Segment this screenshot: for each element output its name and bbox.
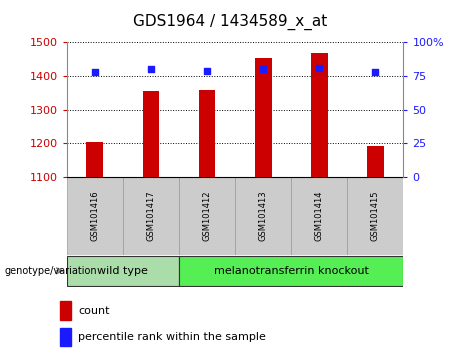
Bar [235,177,291,255]
Point [147,67,154,72]
Bar [179,256,403,286]
Text: GSM101413: GSM101413 [259,190,268,241]
Text: GDS1964 / 1434589_x_at: GDS1964 / 1434589_x_at [133,14,328,30]
Point [372,69,379,75]
Bar [179,177,235,255]
Bar [67,177,123,255]
Bar [199,90,215,177]
Bar [60,301,71,320]
Text: GSM101415: GSM101415 [371,191,380,241]
Text: genotype/variation: genotype/variation [5,266,97,276]
Point [260,67,267,72]
Point [203,68,211,74]
Text: GSM101414: GSM101414 [315,191,324,241]
Bar [67,256,179,286]
Bar [142,91,160,177]
Text: wild type: wild type [97,266,148,276]
Point [315,65,323,71]
Text: percentile rank within the sample: percentile rank within the sample [78,332,266,342]
Bar [60,328,71,346]
Text: GSM101412: GSM101412 [202,191,212,241]
Text: GSM101416: GSM101416 [90,190,100,241]
Text: melanotransferrin knockout: melanotransferrin knockout [214,266,369,276]
Bar [367,146,384,177]
Bar [311,53,328,177]
Bar [87,142,103,177]
Bar [123,177,179,255]
Text: GSM101417: GSM101417 [147,190,155,241]
Bar [291,177,347,255]
Point [91,69,99,75]
Text: count: count [78,306,110,316]
Bar [255,58,272,177]
Bar [347,177,403,255]
